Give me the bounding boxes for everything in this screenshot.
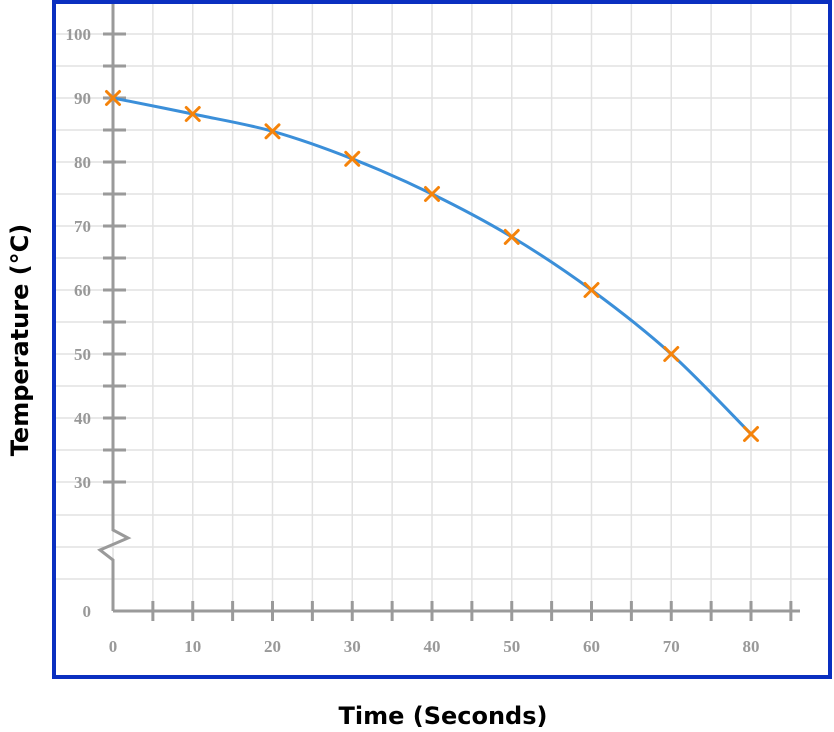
y-tick-label: 0 (83, 602, 92, 621)
y-tick-label: 30 (74, 473, 91, 492)
data-point-marker (105, 90, 121, 106)
y-axis-title: Temperature (°C) (6, 224, 34, 457)
y-tick-label: 70 (74, 217, 91, 236)
y-tick-labels: 0 30 40 50 60 70 80 90 100 (66, 25, 92, 621)
x-tick-label: 40 (424, 637, 441, 656)
tick-marks (103, 32, 793, 621)
data-point-marker (743, 426, 759, 442)
data-point-marker (264, 123, 281, 140)
data-point-marker (344, 150, 361, 167)
grid-lines (54, 4, 828, 611)
data-point-marker (424, 186, 440, 202)
x-tick-label: 30 (344, 637, 361, 656)
x-axis-title: Time (Seconds) (338, 702, 547, 730)
y-tick-label: 60 (74, 281, 91, 300)
y-tick-label: 50 (74, 345, 91, 364)
x-tick-label: 20 (264, 637, 281, 656)
data-point-marker (663, 346, 680, 362)
x-tick-label: 50 (503, 637, 520, 656)
y-axis-line-with-break (97, 4, 132, 611)
x-tick-label: 60 (583, 637, 600, 656)
data-point-marker (503, 228, 520, 245)
x-tick-label: 10 (184, 637, 201, 656)
y-tick-label: 40 (74, 409, 91, 428)
y-tick-label: 80 (74, 153, 91, 172)
axes (97, 4, 800, 613)
y-tick-label: 90 (74, 89, 91, 108)
x-tick-labels: 0 10 20 30 40 50 60 70 80 (109, 637, 760, 656)
x-tick-label: 0 (109, 637, 118, 656)
x-tick-label: 80 (743, 637, 760, 656)
data-point-marker (184, 106, 201, 122)
data-point-marker (583, 282, 600, 298)
y-tick-label: 100 (66, 25, 92, 44)
chart-frame (52, 0, 832, 679)
x-tick-label: 70 (663, 637, 680, 656)
series-group (105, 90, 759, 442)
